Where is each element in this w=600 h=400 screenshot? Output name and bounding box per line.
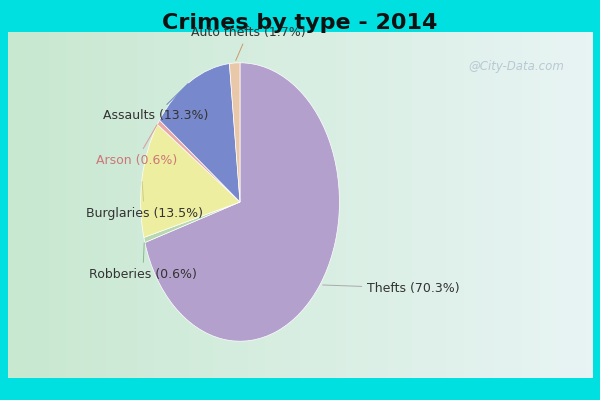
Text: @City-Data.com: @City-Data.com <box>468 60 564 73</box>
Text: Arson (0.6%): Arson (0.6%) <box>96 125 177 167</box>
Wedge shape <box>140 124 240 238</box>
Text: Robberies (0.6%): Robberies (0.6%) <box>89 243 197 281</box>
Wedge shape <box>157 120 240 202</box>
Wedge shape <box>160 64 240 202</box>
Wedge shape <box>229 63 240 202</box>
Text: Burglaries (13.5%): Burglaries (13.5%) <box>86 182 203 220</box>
Wedge shape <box>145 63 340 341</box>
Wedge shape <box>144 202 240 242</box>
Text: Crimes by type - 2014: Crimes by type - 2014 <box>163 13 437 33</box>
Text: Assaults (13.3%): Assaults (13.3%) <box>103 84 208 122</box>
Text: Auto thefts (1.7%): Auto thefts (1.7%) <box>191 26 305 60</box>
Text: Thefts (70.3%): Thefts (70.3%) <box>323 282 460 295</box>
